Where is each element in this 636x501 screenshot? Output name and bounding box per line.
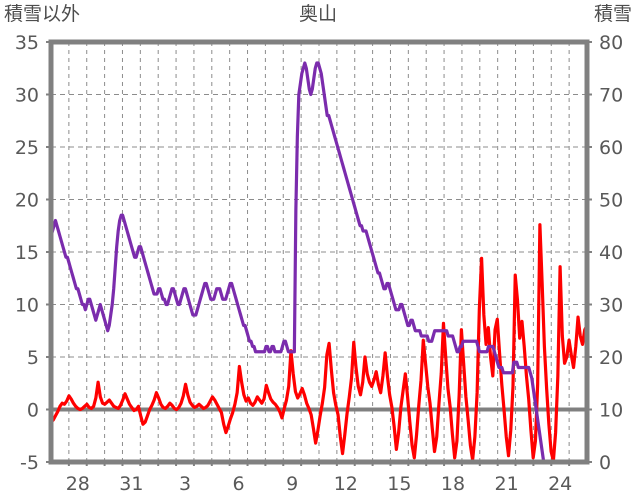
chart-title: 奥山 — [298, 3, 337, 25]
y-axis-label-left: 0 — [27, 400, 39, 422]
x-axis-label: 28 — [66, 473, 90, 495]
right-axis-title: 積雪 — [593, 3, 632, 25]
x-axis-label: 21 — [495, 473, 519, 495]
tick-label-layer: -5 0 5 10 15 20 25 30 35 0 10 20 30 40 50 60 70 80 28 31 3 6 9… — [15, 32, 623, 495]
y-axis-label-right: 0 — [599, 452, 611, 474]
y-axis-label-left: 30 — [15, 85, 39, 107]
y-axis-label-left: 15 — [15, 242, 39, 264]
y-axis-label-left: 10 — [15, 295, 39, 317]
series-line-red — [49, 223, 589, 463]
y-axis-label-right: 80 — [599, 32, 623, 54]
y-axis-label-right: 60 — [599, 137, 623, 159]
x-axis-label: 15 — [387, 473, 411, 495]
left-axis-title: 積雪以外 — [4, 3, 81, 25]
x-axis-label: 12 — [334, 473, 358, 495]
y-axis-label-left: 25 — [15, 137, 39, 159]
y-axis-label-right: 70 — [599, 85, 623, 107]
x-axis-label: 9 — [286, 473, 298, 495]
series-line-purple — [49, 61, 589, 464]
y-axis-label-right: 10 — [599, 400, 623, 422]
y-axis-label-left: 5 — [27, 347, 39, 369]
x-axis-label: 3 — [179, 473, 191, 495]
y-axis-label-left: 20 — [15, 190, 39, 212]
x-axis-label: 24 — [548, 473, 572, 495]
series-layer — [49, 61, 589, 464]
y-axis-label-right: 40 — [599, 242, 623, 264]
tick-layer — [46, 41, 592, 466]
x-axis-label: 18 — [441, 473, 465, 495]
y-axis-label-right: 20 — [599, 347, 623, 369]
y-axis-label-right: 30 — [599, 295, 623, 317]
y-axis-label-left: 35 — [15, 32, 39, 54]
x-axis-label: 6 — [233, 473, 245, 495]
grid-layer — [51, 42, 587, 462]
y-axis-label-left: -5 — [20, 452, 39, 474]
x-axis-label: 31 — [119, 473, 143, 495]
y-axis-label-right: 50 — [599, 190, 623, 212]
